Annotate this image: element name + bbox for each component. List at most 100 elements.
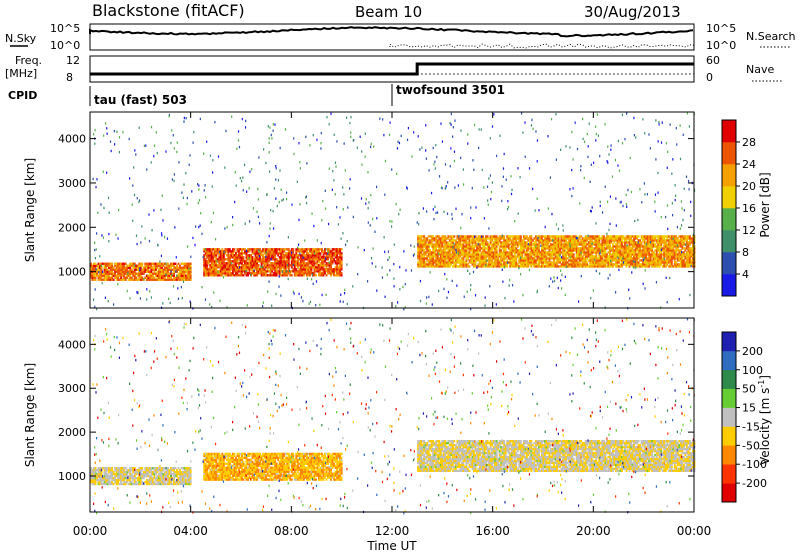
power-cell xyxy=(321,264,323,267)
power-cell xyxy=(350,135,352,139)
power-cell xyxy=(447,265,450,268)
power-cell xyxy=(314,258,317,261)
power-cell xyxy=(480,265,483,268)
power-cell xyxy=(418,235,421,238)
power-cell xyxy=(215,252,218,255)
power-cell xyxy=(426,247,429,250)
power-cell xyxy=(138,270,141,273)
power-cell xyxy=(132,272,135,275)
power-cell xyxy=(142,270,145,273)
power-cell xyxy=(218,272,221,275)
power-cell xyxy=(483,249,486,252)
power-cell xyxy=(444,257,447,260)
power-cell xyxy=(143,144,145,147)
power-cell xyxy=(482,259,485,262)
power-cell xyxy=(239,252,242,255)
power-cell xyxy=(479,263,481,266)
power-cell xyxy=(439,239,442,242)
power-cell xyxy=(441,265,444,268)
power-cell xyxy=(339,266,342,269)
power-cell xyxy=(260,254,263,257)
power-cell xyxy=(465,249,468,252)
power-cell xyxy=(400,134,402,138)
power-cell xyxy=(204,250,207,253)
power-cell xyxy=(105,268,108,271)
power-cell xyxy=(245,268,248,271)
power-cell xyxy=(457,245,460,248)
nsky-panel xyxy=(89,23,695,51)
power-cell xyxy=(284,252,287,255)
power-cell xyxy=(470,249,472,252)
power-cell xyxy=(436,239,439,242)
power-cell xyxy=(309,144,311,147)
power-cell xyxy=(483,237,486,240)
power-cell xyxy=(295,250,298,253)
power-cell xyxy=(314,266,317,269)
power-cell xyxy=(111,278,114,281)
power-cell xyxy=(445,265,448,268)
power-cell xyxy=(112,278,115,281)
power-cell xyxy=(227,264,230,267)
power-cell xyxy=(439,241,442,244)
power-cell xyxy=(569,242,571,246)
power-cell xyxy=(189,276,192,279)
power-cell xyxy=(452,135,454,138)
power-cell xyxy=(120,276,123,279)
power-cell xyxy=(133,193,136,197)
power-cell xyxy=(597,134,599,137)
power-cell xyxy=(268,274,271,277)
power-cell xyxy=(465,253,468,256)
power-cell xyxy=(106,268,109,271)
power-cell xyxy=(551,212,553,216)
power-cell xyxy=(293,256,296,259)
power-cell xyxy=(101,270,104,274)
power-cell xyxy=(333,268,336,271)
power-cell xyxy=(160,266,163,269)
power-cell xyxy=(479,249,481,252)
power-cell xyxy=(233,274,236,277)
power-cell xyxy=(287,248,290,251)
power-cell xyxy=(170,268,172,271)
power-cell xyxy=(479,261,481,264)
power-cell xyxy=(296,256,299,259)
power-cell xyxy=(186,272,189,275)
cpid-mode-2: twofsound 3501 xyxy=(396,83,505,97)
power-cell xyxy=(268,266,271,269)
power-cell xyxy=(447,257,450,260)
power-cell xyxy=(441,245,444,248)
power-cell xyxy=(179,270,181,273)
power-cell xyxy=(118,270,121,273)
power-cell xyxy=(311,262,314,265)
power-cell xyxy=(436,255,439,258)
power-cell xyxy=(432,259,435,262)
power-cell xyxy=(299,268,302,271)
power-cell xyxy=(417,235,420,238)
power-cell xyxy=(324,252,326,255)
power-cell xyxy=(360,197,363,200)
power-cell xyxy=(259,272,262,275)
power-cell xyxy=(160,274,163,277)
power-cell xyxy=(215,266,218,269)
power-cell xyxy=(90,272,92,275)
power-cell xyxy=(559,254,561,257)
power-cell xyxy=(244,268,246,271)
power-cell xyxy=(207,250,210,253)
power-cell xyxy=(298,258,301,261)
power-cell xyxy=(580,275,582,278)
power-cell xyxy=(468,241,471,244)
power-cell xyxy=(163,266,166,269)
power-cell xyxy=(266,260,269,263)
power-cell xyxy=(483,245,486,248)
power-cell xyxy=(349,178,351,181)
power-cell xyxy=(308,272,311,275)
power-cell xyxy=(430,259,433,262)
power-cell xyxy=(459,265,462,268)
power-cell xyxy=(146,298,148,301)
power-cell xyxy=(319,266,322,269)
power-cell xyxy=(462,255,465,258)
power-cell xyxy=(281,252,284,255)
power-cell xyxy=(207,270,210,273)
power-cell xyxy=(482,251,485,254)
power-cell xyxy=(423,241,426,244)
power-cell xyxy=(167,262,169,265)
